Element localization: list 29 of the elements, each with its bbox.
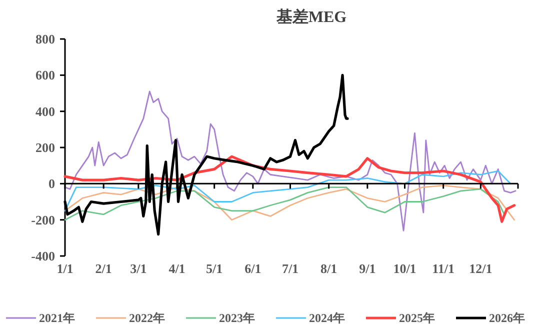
y-tick-label: 400 [36,104,55,119]
x-tick-label: 7/1 [282,261,299,276]
x-tick-label: 12/1 [469,261,492,276]
x-tick-label: 8/1 [320,261,338,276]
y-tick-label: 200 [36,140,55,156]
x-tick-label: 3/1 [130,261,147,276]
x-tick-label: 6/1 [244,261,262,276]
x-tick-label: 4/1 [168,261,186,276]
x-tick-label: 1/1 [56,261,74,276]
legend-label: 2021年 [39,311,75,325]
legend-label: 2023年 [219,311,255,325]
x-tick-label: 11/1 [432,261,455,276]
x-tick-label: 10/1 [393,261,416,276]
y-tick-label: 0 [48,176,55,192]
line-series [64,170,512,212]
y-tick-label: 800 [36,32,55,47]
legend-label: 2024年 [309,311,345,325]
y-tick-label: -200 [31,212,55,228]
legend-label: 2026年 [489,311,525,325]
y-tick-label: 600 [36,68,55,83]
chart-title: 基差MEG [275,8,348,26]
x-tick-label: 5/1 [206,261,223,276]
y-tick-label: -400 [31,248,55,264]
legend-label: 2022年 [129,311,165,325]
line-series [64,155,516,223]
x-tick-label: 9/1 [359,261,376,276]
line-series [64,90,516,232]
x-tick-label: 2/1 [95,261,112,276]
legend-label: 2025年 [399,311,435,325]
